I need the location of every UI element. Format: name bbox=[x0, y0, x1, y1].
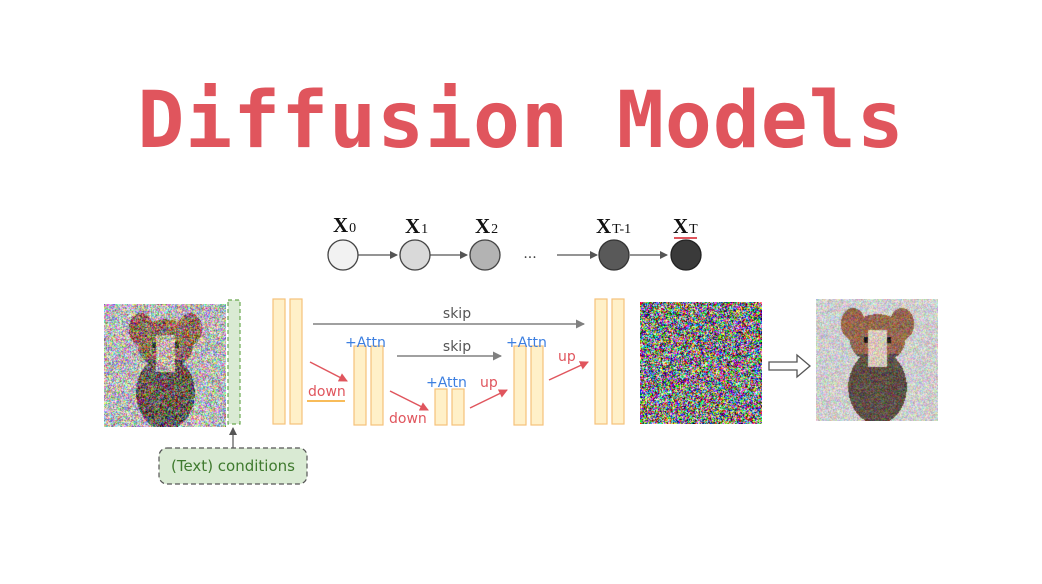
chain-ellipsis: ... bbox=[523, 246, 536, 262]
attn-label-2: +Attn bbox=[426, 375, 467, 391]
enc-block bbox=[272, 298, 286, 425]
down-arrow-1 bbox=[309, 361, 348, 382]
noisy-dog-image bbox=[104, 304, 226, 427]
up-block bbox=[530, 345, 544, 426]
bottleneck-block bbox=[434, 388, 448, 426]
down-label-2: down bbox=[389, 411, 427, 427]
node-label-xt: XT bbox=[673, 214, 698, 238]
up-block bbox=[513, 345, 527, 426]
chain-node-xt-1 bbox=[598, 239, 630, 271]
conditions-label: (Text) conditions bbox=[171, 457, 295, 475]
skip-label-inner: skip bbox=[443, 339, 471, 355]
chain-node-x2 bbox=[469, 239, 501, 271]
conditions-box bbox=[158, 447, 308, 485]
down-block bbox=[370, 345, 384, 426]
denoised-dog-image bbox=[816, 299, 938, 421]
condition-strip bbox=[227, 299, 241, 425]
node-label-xt-1: XT-1 bbox=[596, 214, 631, 238]
up-label-2: up bbox=[558, 349, 576, 365]
down-block bbox=[353, 345, 367, 426]
skip-label-outer: skip bbox=[443, 306, 471, 322]
markov-chain: ... X0 X1 X2 XT-1 XT bbox=[327, 213, 702, 271]
node-label-x1: X1 bbox=[405, 214, 428, 238]
output-arrow-icon bbox=[768, 353, 812, 379]
chain-node-x0 bbox=[327, 239, 359, 271]
up-arrow-2 bbox=[548, 361, 589, 381]
up-arrow-1 bbox=[469, 389, 508, 409]
attn-label-1: +Attn bbox=[345, 335, 386, 351]
enc-block bbox=[289, 298, 303, 425]
page-title: Diffusion Models bbox=[137, 76, 905, 166]
chain-node-xt bbox=[670, 239, 702, 271]
node-label-x2: X2 bbox=[475, 214, 498, 238]
pure-noise-image bbox=[640, 302, 762, 424]
down-label-1: down bbox=[308, 384, 346, 400]
dec-block bbox=[594, 298, 608, 425]
node-label-x0: X0 bbox=[333, 213, 356, 237]
attn-label-3: +Attn bbox=[506, 335, 547, 351]
bottleneck-block bbox=[451, 388, 465, 426]
chain-node-x1 bbox=[399, 239, 431, 271]
dec-block bbox=[611, 298, 625, 425]
up-label-1: up bbox=[480, 375, 498, 391]
down-arrow-2 bbox=[389, 390, 429, 411]
unet-blocks bbox=[272, 298, 625, 426]
